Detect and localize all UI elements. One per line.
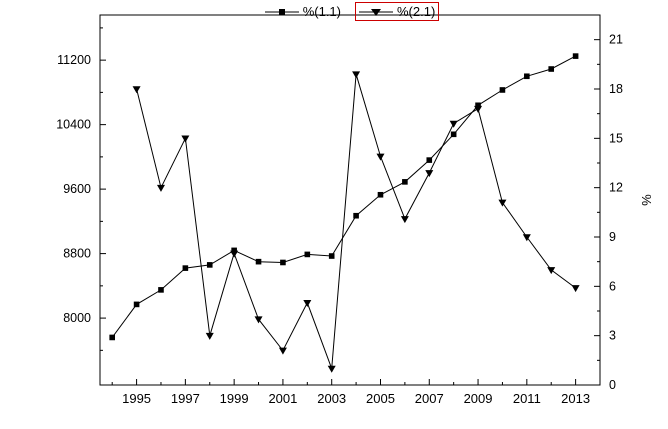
triangle-down-marker-icon [156, 184, 165, 192]
right-tick-label: 0 [609, 378, 616, 392]
square-marker-icon [353, 212, 359, 219]
triangle-down-marker-icon [474, 105, 483, 113]
right-tick-label: 15 [609, 131, 623, 145]
square-marker-icon [499, 87, 506, 93]
square-marker-icon [304, 251, 311, 258]
square-marker-icon [109, 334, 115, 341]
x-tick-label: 2013 [561, 391, 590, 406]
series-1 [109, 53, 579, 341]
axes [99, 14, 601, 386]
triangle-down-marker-icon [522, 234, 531, 242]
right-axis-label: % [639, 194, 654, 206]
triangle-down-marker-icon [547, 267, 556, 275]
x-tick-label: 2009 [464, 391, 493, 406]
square-marker-icon [182, 265, 189, 271]
left-tick-label: 8800 [63, 247, 91, 261]
triangle-down-marker-icon [254, 316, 263, 324]
square-marker-icon [255, 258, 262, 265]
legend-entry-series1[interactable]: %(1.1) [261, 2, 345, 21]
triangle-down-marker-icon [425, 170, 434, 178]
legend: %(1.1) %(2.1) [100, 2, 600, 21]
square-marker-icon [158, 287, 164, 293]
x-tick-label: 2007 [415, 391, 444, 406]
right-tick-label: 18 [609, 82, 623, 96]
triangle-down-marker-icon [376, 153, 385, 161]
x-tick-label: 1997 [171, 391, 200, 406]
square-marker-icon [524, 73, 530, 80]
left-tick-label: 10400 [56, 118, 91, 132]
triangle-down-marker-icon [352, 71, 361, 79]
series-2-line [136, 74, 576, 369]
square-marker-icon [377, 191, 384, 198]
x-tick-label: 1995 [122, 391, 151, 406]
legend-entry-series2[interactable]: %(2.1) [355, 2, 440, 21]
triangle-down-marker-icon [359, 8, 393, 16]
triangle-down-marker-icon [498, 199, 507, 207]
left-tick-label: 11200 [57, 53, 91, 67]
x-tick-label: 2005 [366, 391, 395, 406]
triangle-down-marker-icon [132, 86, 141, 94]
triangle-down-marker-icon [400, 216, 409, 224]
left-tick-label: 9600 [63, 182, 91, 196]
square-marker-icon [206, 262, 213, 268]
series-2 [132, 71, 580, 373]
legend-label-series2: %(2.1) [397, 4, 436, 19]
triangle-down-marker-icon [181, 135, 190, 143]
triangle-down-marker-icon [303, 299, 312, 307]
triangle-down-marker-icon [230, 250, 239, 258]
x-tick-label: 2001 [268, 391, 297, 406]
square-marker-icon [133, 301, 140, 308]
triangle-down-marker-icon [205, 332, 214, 340]
x-tick-label: 1999 [220, 391, 249, 406]
square-marker-icon [264, 8, 299, 15]
right-tick-label: 3 [609, 329, 616, 343]
square-marker-icon [475, 102, 481, 109]
triangle-down-marker-icon [571, 285, 580, 293]
x-tick-label: 2011 [513, 391, 541, 406]
square-marker-icon [426, 157, 433, 163]
triangle-down-marker-icon [449, 120, 458, 128]
right-tick-label: 9 [609, 230, 616, 244]
triangle-down-marker-icon [278, 347, 287, 355]
square-marker-icon [280, 259, 286, 266]
legend-label-series1: %(1.1) [302, 4, 341, 19]
square-marker-icon [572, 53, 579, 59]
right-tick-label: 12 [609, 181, 623, 195]
series-1-line [111, 55, 576, 338]
square-marker-icon [328, 253, 335, 259]
right-tick-label: 6 [609, 279, 616, 293]
square-marker-icon [402, 179, 408, 185]
triangle-down-marker-icon [327, 365, 336, 373]
square-marker-icon [450, 131, 457, 138]
x-tick-label: 2003 [317, 391, 346, 406]
left-tick-label: 8000 [63, 311, 91, 325]
square-marker-icon [548, 66, 555, 72]
axis-tick-labels: 1995 1997 1999 2001 2003 2005 2007 2009 2011 2013… [56, 33, 654, 406]
right-tick-label: 21 [609, 33, 623, 47]
square-marker-icon [231, 247, 237, 254]
